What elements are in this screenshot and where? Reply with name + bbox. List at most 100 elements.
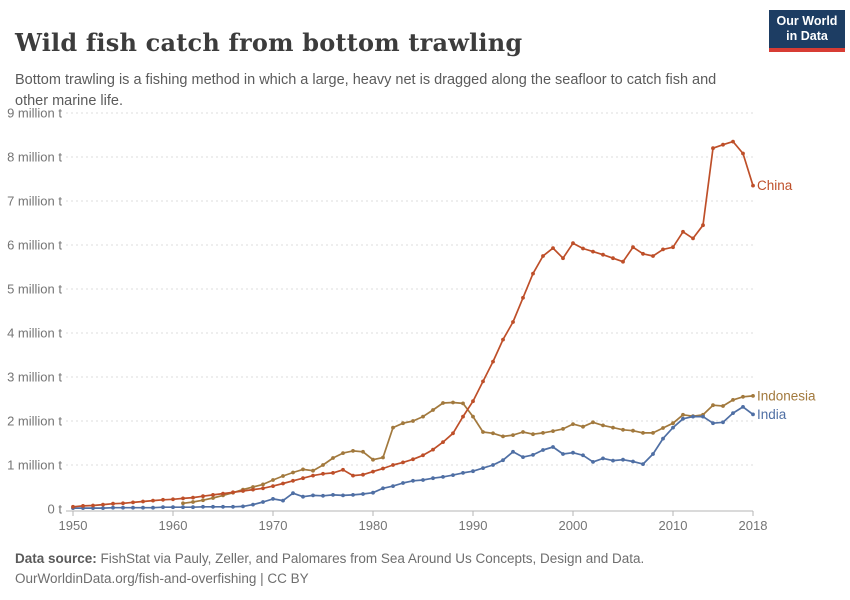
data-point-india-2009[interactable] <box>661 436 665 441</box>
data-point-india-1996[interactable] <box>531 453 535 457</box>
data-point-china-1961[interactable] <box>181 496 185 501</box>
data-point-china-1989[interactable] <box>461 414 465 419</box>
data-point-indonesia-2007[interactable] <box>641 431 645 435</box>
data-point-china-2011[interactable] <box>681 229 685 234</box>
data-point-india-1975[interactable] <box>321 493 325 498</box>
data-point-china-1965[interactable] <box>221 491 225 496</box>
series-label-india[interactable]: India <box>757 407 787 422</box>
data-point-india-2004[interactable] <box>611 458 615 463</box>
data-point-china-1997[interactable] <box>541 254 545 258</box>
data-point-india-1953[interactable] <box>101 506 105 510</box>
data-point-china-1967[interactable] <box>241 489 245 493</box>
data-point-china-1981[interactable] <box>381 466 385 471</box>
data-point-indonesia-2004[interactable] <box>611 425 615 430</box>
data-point-indonesia-2009[interactable] <box>661 426 665 430</box>
data-point-india-1999[interactable] <box>561 452 565 456</box>
data-point-china-1966[interactable] <box>231 490 235 495</box>
data-point-india-1981[interactable] <box>381 486 385 491</box>
data-point-indonesia-1988[interactable] <box>451 400 455 405</box>
data-point-indonesia-1975[interactable] <box>321 463 325 467</box>
data-point-india-1952[interactable] <box>91 506 95 510</box>
data-point-india-1961[interactable] <box>181 505 185 510</box>
data-point-india-1970[interactable] <box>271 497 275 501</box>
data-point-china-1958[interactable] <box>151 498 155 503</box>
data-point-indonesia-1994[interactable] <box>511 433 515 437</box>
data-point-china-1999[interactable] <box>561 256 565 261</box>
data-point-indonesia-1961[interactable] <box>181 501 185 506</box>
data-point-india-1963[interactable] <box>201 504 205 509</box>
data-point-indonesia-2011[interactable] <box>681 412 685 417</box>
data-point-china-2013[interactable] <box>701 223 705 228</box>
data-point-india-1995[interactable] <box>521 455 525 459</box>
data-point-china-1975[interactable] <box>321 471 325 476</box>
data-point-china-2014[interactable] <box>711 146 715 151</box>
data-point-china-1963[interactable] <box>201 494 205 499</box>
data-point-india-1988[interactable] <box>451 473 455 477</box>
data-point-china-1972[interactable] <box>291 478 295 483</box>
data-point-india-1983[interactable] <box>401 481 405 485</box>
data-point-india-1965[interactable] <box>221 504 225 509</box>
data-point-india-2007[interactable] <box>641 462 645 466</box>
data-point-india-1984[interactable] <box>411 478 415 483</box>
data-point-india-1991[interactable] <box>481 466 485 470</box>
data-point-india-1992[interactable] <box>491 463 495 467</box>
owid-link[interactable]: OurWorldinData.org/fish-and-overfishing <box>15 571 257 586</box>
data-point-china-1991[interactable] <box>481 379 485 384</box>
data-point-china-2005[interactable] <box>621 259 625 264</box>
data-point-indonesia-1990[interactable] <box>471 414 475 419</box>
data-point-china-1980[interactable] <box>371 469 375 474</box>
data-point-india-1968[interactable] <box>251 502 255 507</box>
data-point-india-1966[interactable] <box>231 504 235 509</box>
data-point-indonesia-1979[interactable] <box>361 449 365 454</box>
data-point-india-1980[interactable] <box>371 490 375 495</box>
data-point-china-1953[interactable] <box>101 502 105 507</box>
data-point-india-2013[interactable] <box>701 414 705 419</box>
data-point-china-1979[interactable] <box>361 472 365 477</box>
data-point-indonesia-1963[interactable] <box>201 498 205 503</box>
data-point-china-2016[interactable] <box>731 139 735 144</box>
data-point-china-1986[interactable] <box>431 447 435 452</box>
data-point-india-2002[interactable] <box>591 460 595 464</box>
data-point-indonesia-2018[interactable] <box>751 394 755 398</box>
data-point-india-1969[interactable] <box>261 500 265 504</box>
data-point-india-2015[interactable] <box>721 420 725 425</box>
data-point-indonesia-1973[interactable] <box>301 467 305 472</box>
data-point-india-1973[interactable] <box>301 494 305 499</box>
data-point-china-1992[interactable] <box>491 359 495 364</box>
series-label-china[interactable]: China <box>757 178 793 193</box>
data-point-india-2010[interactable] <box>671 425 675 430</box>
data-point-china-1998[interactable] <box>551 246 555 251</box>
data-point-indonesia-1971[interactable] <box>281 474 285 478</box>
data-point-china-1996[interactable] <box>531 271 535 276</box>
data-point-indonesia-1981[interactable] <box>381 455 385 460</box>
data-point-china-2000[interactable] <box>571 241 575 246</box>
data-point-india-1974[interactable] <box>311 493 315 498</box>
data-point-indonesia-1968[interactable] <box>251 485 255 489</box>
data-point-indonesia-2001[interactable] <box>581 424 585 429</box>
data-point-indonesia-1978[interactable] <box>351 449 355 453</box>
data-point-china-1982[interactable] <box>391 463 395 467</box>
data-point-india-2000[interactable] <box>571 450 575 455</box>
data-point-india-1957[interactable] <box>141 505 145 510</box>
data-point-china-1952[interactable] <box>91 503 95 508</box>
series-label-indonesia[interactable]: Indonesia <box>757 388 816 403</box>
data-point-indonesia-1996[interactable] <box>531 432 535 437</box>
data-point-indonesia-2003[interactable] <box>601 423 605 428</box>
data-point-india-2001[interactable] <box>581 453 585 458</box>
data-point-china-1968[interactable] <box>251 487 255 492</box>
data-point-indonesia-1980[interactable] <box>371 457 375 462</box>
data-point-india-1994[interactable] <box>511 449 515 454</box>
data-point-india-1962[interactable] <box>191 505 195 510</box>
data-point-indonesia-1964[interactable] <box>211 496 215 500</box>
data-point-china-1954[interactable] <box>111 501 115 506</box>
data-point-china-1955[interactable] <box>121 501 125 506</box>
data-point-india-1958[interactable] <box>151 505 155 510</box>
data-point-indonesia-1972[interactable] <box>291 470 295 475</box>
data-point-india-2012[interactable] <box>691 414 695 419</box>
data-point-india-2016[interactable] <box>731 411 735 415</box>
data-point-india-1985[interactable] <box>421 478 425 482</box>
data-point-indonesia-2015[interactable] <box>721 404 725 408</box>
data-point-indonesia-1998[interactable] <box>551 429 555 433</box>
series-line-china[interactable] <box>72 140 754 508</box>
data-point-india-2006[interactable] <box>631 459 635 464</box>
